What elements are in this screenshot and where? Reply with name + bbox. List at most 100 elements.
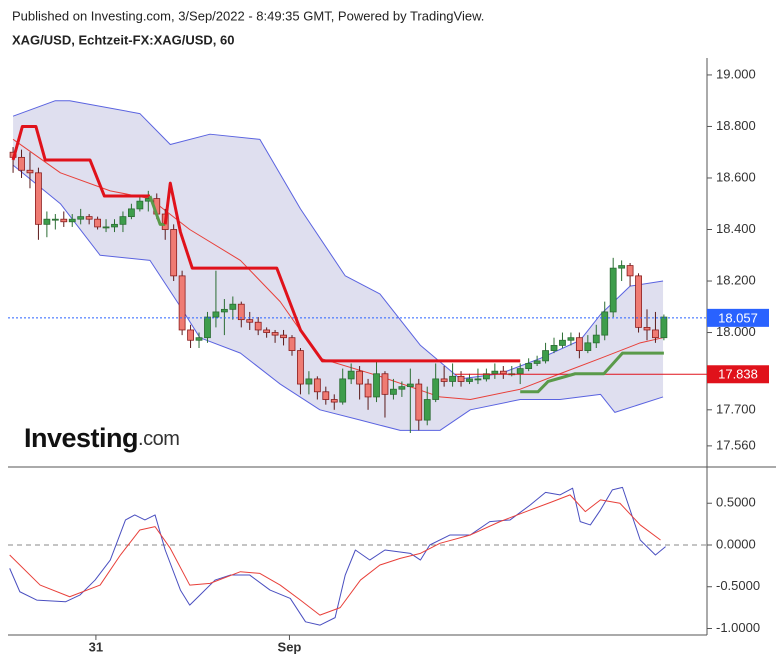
overlays-layer (8, 124, 707, 626)
candle-body (440, 378, 448, 382)
supertrend-line (148, 195, 166, 226)
candle-body (339, 378, 347, 403)
y-tick-label: 17.560 (716, 437, 756, 452)
candle-body (178, 275, 186, 331)
candle-body (187, 329, 194, 341)
y-tick-label: -0.5000 (716, 578, 760, 593)
candle-body (322, 391, 330, 400)
candle-body (26, 169, 34, 174)
candle-body (85, 216, 93, 220)
candle-body (263, 329, 271, 333)
candle-body (254, 321, 262, 331)
x-tick-label: 31 (89, 639, 103, 654)
candle-body (204, 316, 211, 339)
price-label-box (707, 365, 769, 384)
candle-body (237, 303, 245, 321)
candle-body (618, 265, 626, 269)
candle-body (94, 218, 101, 228)
candle-body (592, 334, 600, 344)
bands-layer (8, 100, 707, 546)
candle-body (559, 339, 566, 346)
candle-body (60, 218, 68, 223)
candle-body (406, 383, 414, 388)
y-tick-label: 18.800 (716, 118, 756, 133)
candle-body (128, 208, 135, 218)
candle-body (542, 350, 549, 362)
y-tick-label: 0.0000 (716, 536, 756, 551)
candle-body (423, 399, 431, 421)
candle-body (516, 368, 524, 375)
candle-body (102, 226, 110, 229)
candle-body (449, 375, 456, 382)
candle-body (635, 275, 642, 328)
candle-body (575, 337, 583, 351)
candle-body (35, 172, 42, 225)
candle-body (77, 216, 85, 220)
candle-body (491, 370, 499, 375)
candle-body (246, 319, 254, 323)
candle-body (313, 378, 321, 393)
candle-body (119, 216, 127, 225)
supertrend-line (163, 181, 521, 363)
candle-body (280, 334, 287, 339)
candle-body (43, 218, 51, 225)
x-tick-label: Sep (278, 639, 302, 654)
candle-body (499, 370, 507, 375)
y-tick-label: 18.600 (716, 169, 756, 184)
candle-body (398, 386, 406, 390)
candle-body (584, 342, 592, 351)
candle-body (643, 326, 651, 331)
indicator-line (9, 486, 666, 626)
price-label-box (707, 308, 769, 327)
indicator-line (9, 494, 661, 616)
labels-layer: 18.057 17.838 19.000 18.800 18.600 18.400 18.2… (89, 66, 769, 654)
candle-body (356, 370, 364, 385)
candle-body (136, 200, 144, 210)
candle-body (373, 373, 380, 398)
y-tick-label: 18.200 (716, 272, 756, 287)
candle-body (474, 378, 482, 381)
candle-body (212, 311, 220, 318)
candle-body (567, 337, 575, 341)
candle-body (364, 383, 372, 398)
candle-body (271, 332, 279, 336)
candle-body (330, 399, 338, 403)
supertrend-line (11, 124, 150, 198)
candle-body (297, 350, 304, 385)
candle-body (229, 303, 237, 310)
candle-body (550, 345, 558, 351)
y-tick-label: 19.000 (716, 66, 756, 81)
y-tick-label: 18.000 (716, 324, 756, 339)
candle-body (381, 373, 389, 395)
candle-body (288, 337, 296, 351)
candle-body (347, 370, 355, 380)
candle-body (457, 375, 465, 382)
candle-body (660, 316, 668, 339)
candle-body (466, 378, 473, 382)
y-tick-label: 17.700 (716, 401, 756, 416)
candle-body (68, 218, 76, 223)
subtitle: Published on Investing.com, 3/Sep/2022 -… (12, 8, 484, 23)
candle-body (652, 329, 659, 339)
logo-suffix: .com (138, 428, 179, 450)
bollinger-upper (12, 100, 664, 380)
candle-body (390, 388, 397, 395)
candle-body (111, 223, 118, 228)
candle-body (220, 308, 228, 313)
chart-title: XAG/USD, Echtzeit-FX:XAG/USD, 60 (12, 32, 234, 47)
price-label: 17.838 (718, 367, 758, 382)
candles-layer (9, 147, 668, 433)
y-tick-label: 18.400 (716, 221, 756, 236)
logo: Investing.com (24, 423, 179, 453)
candle-body (432, 378, 440, 400)
candle-body (626, 265, 634, 277)
candle-body (533, 360, 541, 364)
candle-body (415, 383, 423, 421)
candle-body (609, 267, 617, 313)
price-label: 18.057 (718, 310, 758, 325)
candle-body (18, 156, 25, 171)
candle-body (170, 229, 178, 277)
candle-body (601, 311, 609, 336)
candle-body (305, 378, 313, 385)
